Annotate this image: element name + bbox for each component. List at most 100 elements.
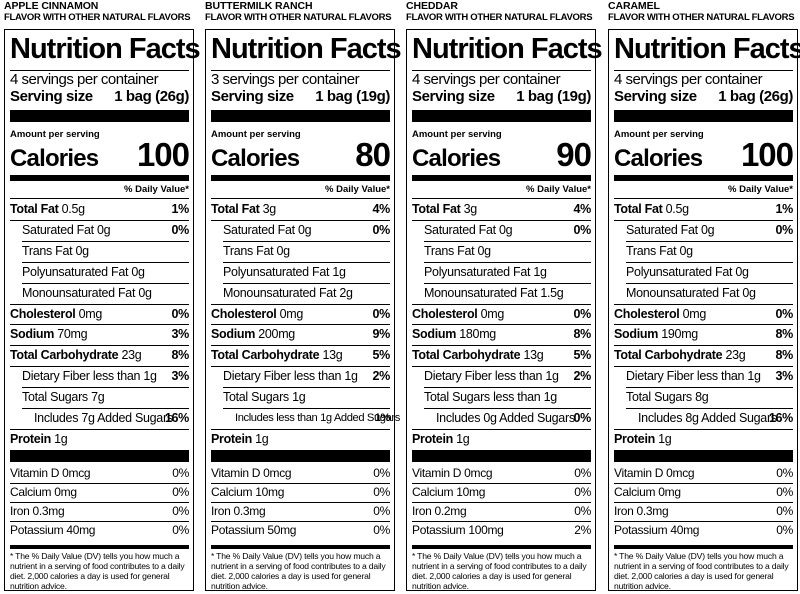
nutrient-amount: 0.5g (665, 202, 689, 216)
nutrient-row: Monounsaturated Fat 0g (10, 283, 189, 304)
thick-divider (211, 450, 390, 462)
divider (412, 366, 591, 368)
nutrient-daily-value: 16% (768, 411, 793, 425)
footnote-divider (211, 545, 390, 549)
vitamin-mineral-daily-value: 0% (373, 485, 390, 499)
nutrient-label: Includes 8g Added Sugars (614, 411, 777, 425)
nutrient-amount: 1g (456, 431, 470, 446)
nutrient-name: Includes (34, 411, 79, 425)
nutrient-row: Total Fat 0.5g 1% (614, 199, 793, 220)
flavor-name: APPLE CINNAMON (4, 0, 99, 12)
nutrient-amount: 1.5g (540, 285, 564, 300)
divider (211, 502, 390, 503)
vitamin-mineral-row: Iron 0.3mg 0% (614, 502, 793, 520)
nutrient-amount: 70mg (57, 327, 88, 342)
vitamin-mineral-daily-value: 0% (776, 466, 793, 480)
nutrient-row: Dietary Fiber less than 1g 3% (614, 366, 793, 387)
nutrient-name: Protein (10, 431, 51, 446)
divider (211, 521, 390, 522)
calories-label: Calories (10, 145, 99, 172)
vitamin-mineral-label: Iron 0.2mg (412, 504, 467, 518)
divider (412, 345, 591, 347)
vitamin-mineral-label: Calcium 10mg (211, 485, 285, 499)
divider (424, 387, 591, 389)
vitamin-mineral-label: Potassium 40mg (10, 523, 96, 537)
nutrient-name: Protein (211, 431, 252, 446)
nutrient-row: Protein 1g (10, 429, 189, 450)
nutrient-name: Total Sugars (626, 390, 692, 405)
nutrient-name: Total Carbohydrate (614, 348, 723, 363)
nutrient-label: Total Carbohydrate 13g (211, 348, 343, 362)
divider (412, 483, 591, 484)
nutrient-label: Total Fat 3g (211, 202, 276, 216)
nutrient-label: Dietary Fiber less than 1g (412, 369, 559, 383)
nutrient-amount: 23g (725, 348, 746, 363)
divider (412, 70, 591, 71)
nutrient-row: Trans Fat 0g (412, 241, 591, 262)
thick-divider (10, 110, 189, 122)
nutrient-label: Includes 0g Added Sugars (412, 411, 575, 425)
nutrient-name: Total Fat (10, 202, 59, 216)
nutrient-row: Total Carbohydrate 23g 8% (10, 345, 189, 366)
divider (626, 282, 793, 284)
amount-per-serving-label: Amount per serving (10, 129, 100, 140)
vitamin-mineral-row: Vitamin D 0mcg 0% (614, 464, 793, 482)
serving-size-label: Serving size (10, 88, 93, 105)
vitamin-mineral-row: Iron 0.3mg 0% (10, 502, 189, 520)
nutrient-amount: 0mg (682, 306, 707, 321)
nutrient-row: Sodium 180mg 8% (412, 324, 591, 345)
nutrient-row: Includes 8g Added Sugars 16% (614, 408, 793, 429)
nutrient-label: Monounsaturated Fat 1.5g (412, 285, 564, 300)
nutrient-label: Total Fat 0.5g (10, 202, 85, 216)
vitamin-mineral-daily-value: 0% (776, 485, 793, 499)
nutrient-row: Trans Fat 0g (211, 241, 390, 262)
vitamin-mineral-row: Vitamin D 0mcg 0% (211, 464, 390, 482)
divider (412, 428, 591, 430)
nutrition-facts-title: Nutrition Facts (412, 33, 603, 65)
nutrient-label: Cholesterol 0mg (211, 307, 303, 321)
footnote-divider (614, 545, 793, 549)
nutrient-label: Sodium 180mg (412, 327, 496, 341)
vitamin-mineral-label: Vitamin D 0mcg (10, 466, 91, 480)
nutrient-label: Total Sugars 7g (10, 390, 105, 405)
calories-label: Calories (412, 145, 501, 172)
divider (412, 502, 591, 503)
serving-size-value: 1 bag (19g) (315, 88, 390, 105)
nutrient-daily-value: 5% (573, 348, 592, 363)
footnote-divider (10, 545, 189, 549)
nutrient-daily-value: 0% (573, 306, 592, 321)
calories-value: 90 (556, 136, 592, 173)
nutrient-label: Total Fat 0.5g (614, 202, 689, 216)
nutrient-label: Polyunsaturated Fat 1g (412, 265, 547, 279)
daily-value-footnote: * The % Daily Value (DV) tells you how m… (10, 551, 185, 591)
nutrient-row: Polyunsaturated Fat 0g (614, 262, 793, 283)
calories-value: 100 (740, 136, 794, 173)
flavor-subtitle: FLAVOR WITH OTHER NATURAL FLAVORS (205, 12, 392, 23)
nutrient-name: Saturated Fat (22, 222, 94, 237)
nutrient-label: Sodium 190mg (614, 327, 698, 341)
nutrition-facts-box: Nutrition Facts 4 servings per container… (608, 29, 800, 591)
nutrient-amount: 7g (91, 390, 105, 405)
nutrient-amount: 0g (679, 243, 694, 258)
nutrient-row: Total Sugars 1g (211, 387, 390, 408)
nutrient-amount: 0mg (480, 306, 505, 321)
nutrient-amount: 0mg (78, 306, 103, 321)
medium-divider (614, 175, 793, 181)
nutrient-name: Cholesterol (614, 306, 680, 321)
vitamin-mineral-label: Potassium 100mg (412, 523, 504, 537)
nutrient-label: Trans Fat 0g (10, 244, 89, 258)
serving-size-value: 1 bag (26g) (718, 88, 793, 105)
nutrient-name: Total Fat (211, 202, 260, 216)
vitamin-mineral-label: Calcium 0mg (614, 485, 681, 499)
nutrient-name: Cholesterol (412, 306, 478, 321)
nutrient-name: Monounsaturated Fat (424, 285, 538, 300)
nutrient-daily-value: 0% (775, 222, 794, 237)
vitamin-mineral-row: Potassium 100mg 2% (412, 521, 591, 539)
serving-size-row: Serving size 1 bag (19g) (211, 88, 390, 106)
nutrient-daily-value: 5% (372, 348, 391, 363)
nutrient-row: Polyunsaturated Fat 1g (412, 262, 591, 283)
thick-divider (211, 110, 390, 122)
nutrient-row: Dietary Fiber less than 1g 2% (211, 366, 390, 387)
vitamin-mineral-daily-value: 0% (172, 485, 189, 499)
vitamin-mineral-daily-value: 2% (574, 523, 591, 537)
